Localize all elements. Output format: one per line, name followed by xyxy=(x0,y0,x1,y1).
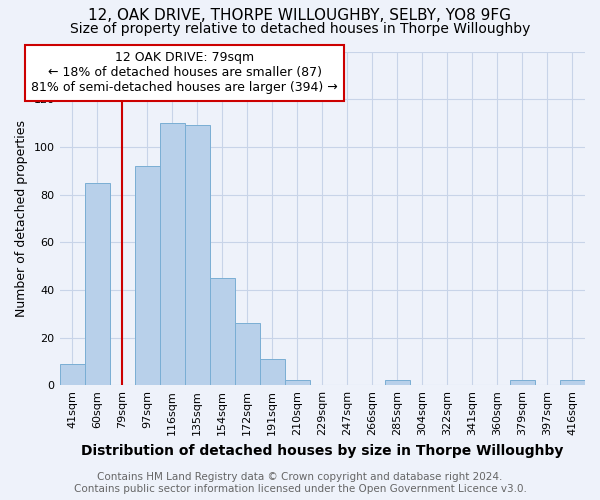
Bar xyxy=(235,323,260,385)
Bar xyxy=(185,126,209,385)
Bar xyxy=(160,123,185,385)
Bar xyxy=(285,380,310,385)
X-axis label: Distribution of detached houses by size in Thorpe Willoughby: Distribution of detached houses by size … xyxy=(81,444,563,458)
Bar xyxy=(209,278,235,385)
Text: 12, OAK DRIVE, THORPE WILLOUGHBY, SELBY, YO8 9FG: 12, OAK DRIVE, THORPE WILLOUGHBY, SELBY,… xyxy=(89,8,511,22)
Bar xyxy=(510,380,535,385)
Bar xyxy=(385,380,410,385)
Text: Size of property relative to detached houses in Thorpe Willoughby: Size of property relative to detached ho… xyxy=(70,22,530,36)
Bar xyxy=(134,166,160,385)
Text: 12 OAK DRIVE: 79sqm
← 18% of detached houses are smaller (87)
81% of semi-detach: 12 OAK DRIVE: 79sqm ← 18% of detached ho… xyxy=(31,52,338,94)
Bar xyxy=(260,359,285,385)
Text: Contains HM Land Registry data © Crown copyright and database right 2024.
Contai: Contains HM Land Registry data © Crown c… xyxy=(74,472,526,494)
Bar xyxy=(560,380,585,385)
Y-axis label: Number of detached properties: Number of detached properties xyxy=(15,120,28,317)
Bar xyxy=(59,364,85,385)
Bar xyxy=(85,182,110,385)
